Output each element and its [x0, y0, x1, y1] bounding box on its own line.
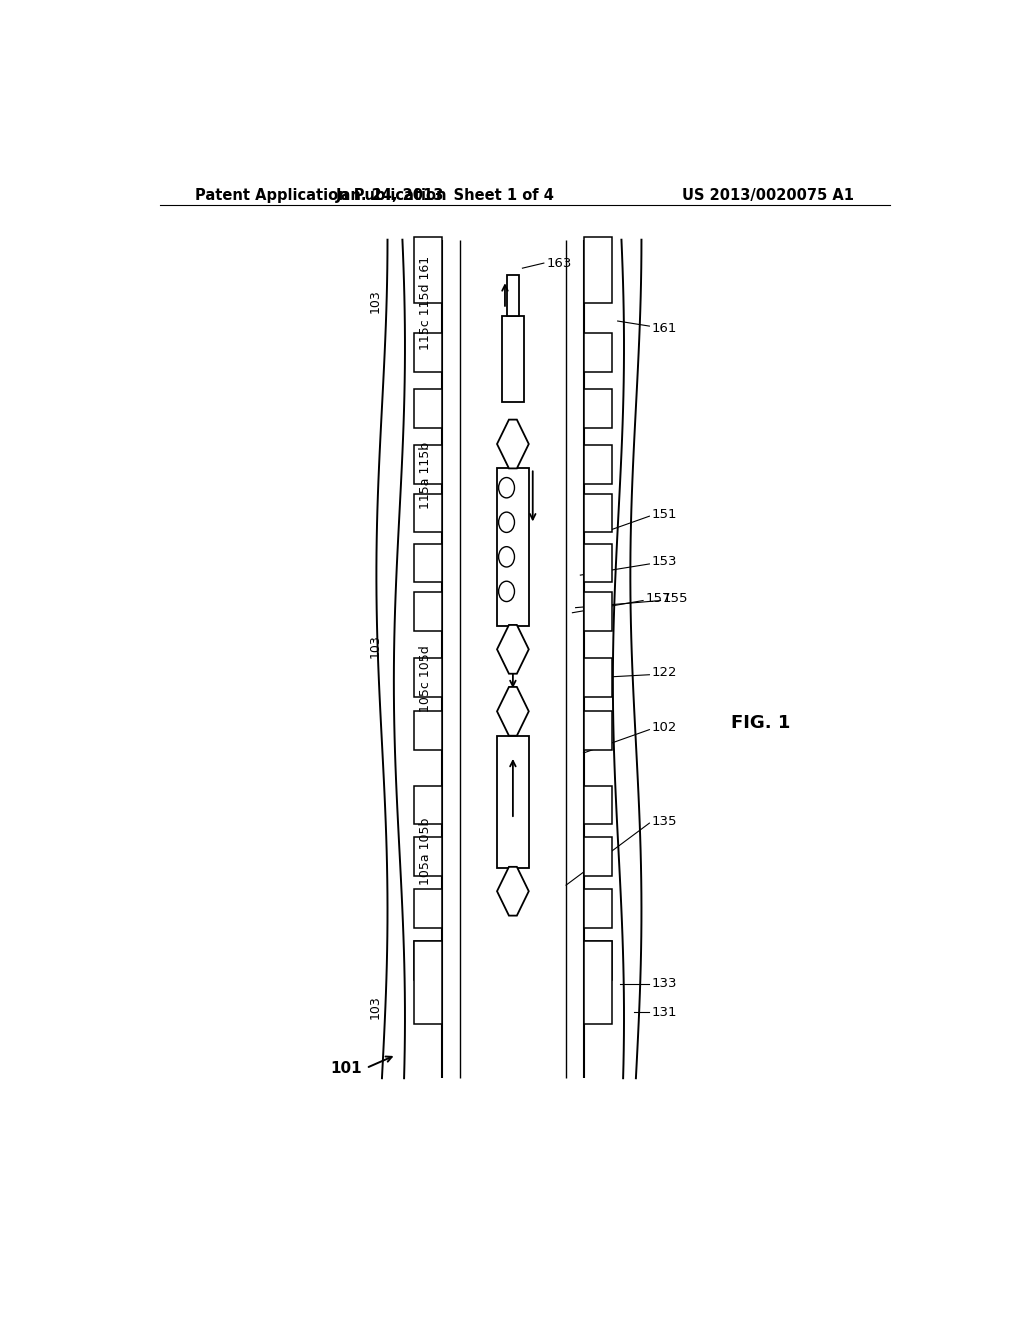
Bar — [584, 333, 612, 372]
Bar — [584, 941, 612, 979]
Text: Jan. 24, 2013  Sheet 1 of 4: Jan. 24, 2013 Sheet 1 of 4 — [336, 187, 555, 203]
Bar — [584, 389, 612, 428]
Bar — [414, 494, 442, 532]
Text: 102: 102 — [652, 721, 677, 734]
Bar — [414, 236, 442, 302]
Text: 131: 131 — [652, 1006, 677, 1019]
Bar — [584, 593, 612, 631]
Bar — [414, 890, 442, 928]
Polygon shape — [497, 624, 528, 673]
Bar — [414, 389, 442, 428]
Text: 155: 155 — [663, 591, 688, 605]
Text: 157: 157 — [645, 591, 671, 605]
Text: 105a 105b: 105a 105b — [419, 818, 432, 886]
Bar — [414, 711, 442, 750]
Bar — [414, 941, 442, 1024]
Bar — [502, 315, 524, 403]
Polygon shape — [497, 867, 528, 916]
Text: 153: 153 — [652, 556, 677, 569]
Bar — [584, 659, 612, 697]
Bar — [414, 593, 442, 631]
Bar — [497, 735, 528, 867]
Text: 133: 133 — [652, 977, 677, 990]
Bar — [584, 837, 612, 876]
Bar — [584, 544, 612, 582]
Text: 103: 103 — [369, 995, 382, 1019]
Text: 101: 101 — [331, 1060, 362, 1076]
Bar — [584, 941, 612, 1024]
Polygon shape — [497, 686, 528, 735]
Bar — [414, 445, 442, 483]
Polygon shape — [497, 420, 528, 469]
Bar — [414, 333, 442, 372]
Bar — [584, 494, 612, 532]
Text: 161: 161 — [652, 322, 677, 335]
Bar — [414, 941, 442, 979]
Bar — [584, 785, 612, 824]
Bar — [414, 544, 442, 582]
Text: 135: 135 — [652, 814, 677, 828]
Bar — [584, 890, 612, 928]
Text: 103: 103 — [369, 289, 382, 313]
Bar — [497, 469, 528, 626]
Text: Patent Application Publication: Patent Application Publication — [196, 187, 446, 203]
Text: 163: 163 — [546, 256, 571, 269]
Text: FIG. 1: FIG. 1 — [731, 714, 791, 731]
Bar — [584, 445, 612, 483]
Bar — [507, 276, 519, 315]
Text: 151: 151 — [652, 508, 677, 520]
Bar — [414, 659, 442, 697]
Text: 103: 103 — [369, 635, 382, 659]
Text: 115c 115d 161: 115c 115d 161 — [419, 256, 432, 350]
Text: US 2013/0020075 A1: US 2013/0020075 A1 — [682, 187, 854, 203]
Bar — [414, 785, 442, 824]
Text: 105c 105d: 105c 105d — [419, 645, 432, 713]
Bar — [584, 236, 612, 302]
Bar — [584, 711, 612, 750]
Text: 115a 115b: 115a 115b — [419, 442, 432, 510]
Bar — [414, 837, 442, 876]
Text: 122: 122 — [652, 667, 677, 680]
